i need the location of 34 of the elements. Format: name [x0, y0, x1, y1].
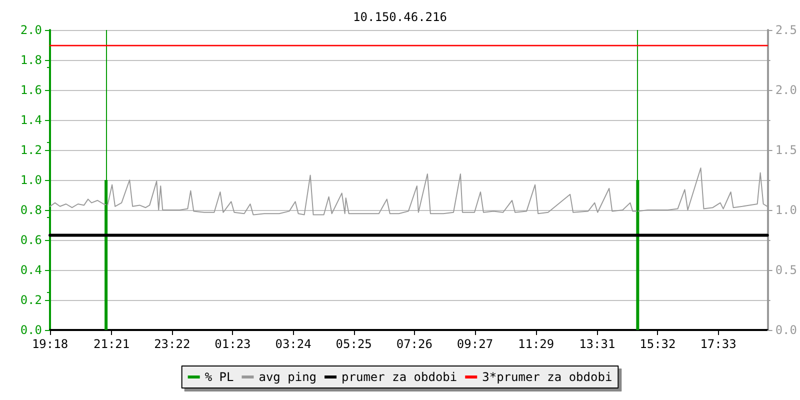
y2-tick-label: 0.5	[775, 263, 798, 277]
x-tick-label: 15:32	[640, 337, 676, 351]
x-tick-label: 01:23	[214, 337, 251, 351]
legend-label: prumer za obdobi	[342, 370, 458, 384]
y2-tick-label: 1.0	[775, 203, 798, 217]
y2-tick-label: 2.5	[775, 23, 798, 37]
y-tick-label: 0.4	[20, 263, 42, 277]
legend-label: 3*prumer za obdobi	[482, 370, 612, 384]
y2-tick-label: 0.0	[775, 323, 798, 337]
y-tick-label: 0.2	[20, 293, 42, 307]
y-tick-label: 1.0	[20, 173, 42, 187]
y-tick-label: 0.0	[20, 323, 42, 337]
x-tick-label: 09:27	[456, 337, 494, 351]
y2-tick-label: 1.5	[775, 143, 798, 157]
y-tick-label: 1.6	[20, 83, 42, 97]
legend-label: % PL	[204, 370, 234, 384]
y-tick-label: 1.4	[20, 113, 42, 127]
x-tick-label: 03:24	[275, 337, 312, 351]
chart-title: 10.150.46.216	[353, 10, 447, 24]
legend-label: avg ping	[258, 370, 317, 384]
y-tick-label: 1.2	[20, 143, 42, 157]
x-tick-label: 19:18	[32, 337, 68, 351]
y-tick-label: 1.8	[20, 53, 42, 67]
y-tick-label: 0.6	[20, 233, 42, 247]
x-tick-label: 17:33	[700, 337, 736, 351]
y-tick-label: 2.0	[20, 23, 42, 37]
x-tick-label: 21:21	[94, 337, 130, 351]
y-tick-label: 0.8	[20, 203, 42, 217]
x-tick-label: 13:31	[579, 337, 616, 351]
x-tick-label: 05:25	[336, 337, 372, 351]
x-tick-label: 11:29	[518, 337, 554, 351]
y2-tick-label: 2.0	[775, 83, 798, 97]
x-tick-label: 07:26	[396, 337, 432, 351]
x-tick-label: 23:22	[154, 337, 190, 351]
